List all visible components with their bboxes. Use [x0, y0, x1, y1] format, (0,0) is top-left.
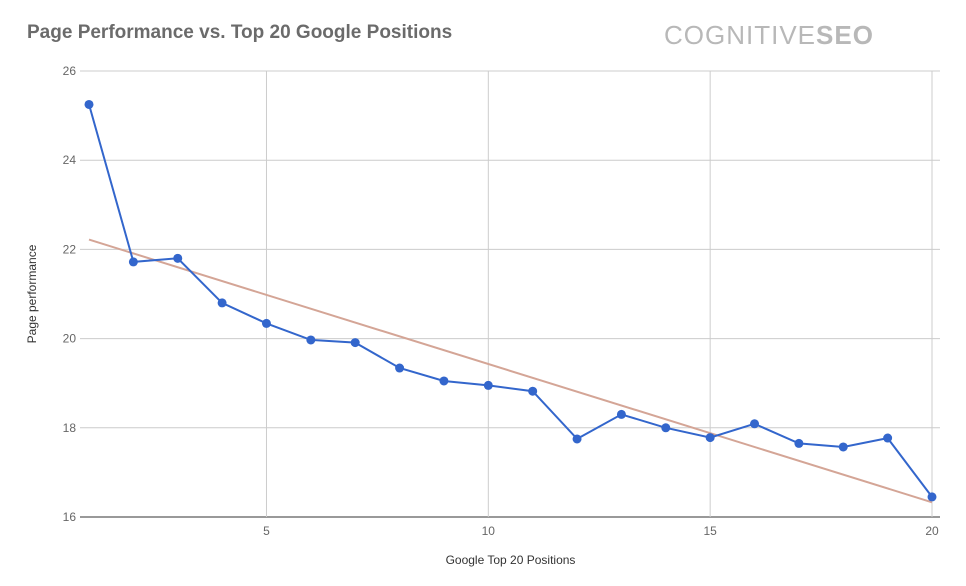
y-tick-label: 20	[63, 332, 77, 346]
brand-logo-light: COGNITIVE	[664, 20, 817, 50]
y-tick-label: 18	[63, 421, 77, 435]
data-point[interactable]	[927, 492, 937, 502]
data-point[interactable]	[750, 419, 760, 429]
data-point[interactable]	[528, 386, 538, 396]
data-point[interactable]	[483, 380, 493, 390]
y-tick-label: 26	[63, 64, 77, 78]
data-point[interactable]	[572, 434, 582, 444]
x-tick-label: 15	[703, 524, 717, 538]
data-point[interactable]	[261, 318, 271, 328]
data-point[interactable]	[616, 409, 626, 419]
data-point[interactable]	[128, 257, 138, 267]
trendline	[88, 238, 933, 504]
data-point[interactable]	[350, 338, 360, 348]
grid	[80, 70, 940, 518]
data-point[interactable]	[705, 433, 715, 443]
x-tick-label: 10	[482, 524, 496, 538]
data-points	[84, 99, 937, 502]
x-axis-label: Google Top 20 Positions	[446, 553, 576, 567]
chart-title: Page Performance vs. Top 20 Google Posit…	[27, 22, 453, 43]
data-point[interactable]	[173, 253, 183, 263]
data-point[interactable]	[439, 376, 449, 386]
x-tick-label: 20	[925, 524, 939, 538]
data-point[interactable]	[838, 442, 848, 452]
y-axis-ticks: 16 18 20 22 24 26	[63, 64, 77, 524]
x-tick-label: 5	[263, 524, 270, 538]
data-point[interactable]	[883, 433, 893, 443]
data-point[interactable]	[84, 99, 94, 109]
y-axis-label: Page performance	[25, 244, 39, 343]
y-tick-label: 16	[63, 510, 77, 524]
data-point[interactable]	[794, 438, 804, 448]
series-line	[88, 104, 933, 498]
data-point[interactable]	[661, 423, 671, 433]
y-tick-label: 22	[63, 242, 77, 256]
data-point[interactable]	[306, 335, 316, 345]
data-point[interactable]	[217, 298, 227, 308]
brand-logo-bold: SEO	[816, 20, 874, 50]
brand-logo: COGNITIVESEO	[664, 20, 874, 51]
y-tick-label: 24	[63, 153, 77, 167]
x-axis-ticks: 5 10 15 20	[263, 524, 939, 538]
data-point[interactable]	[395, 363, 405, 373]
